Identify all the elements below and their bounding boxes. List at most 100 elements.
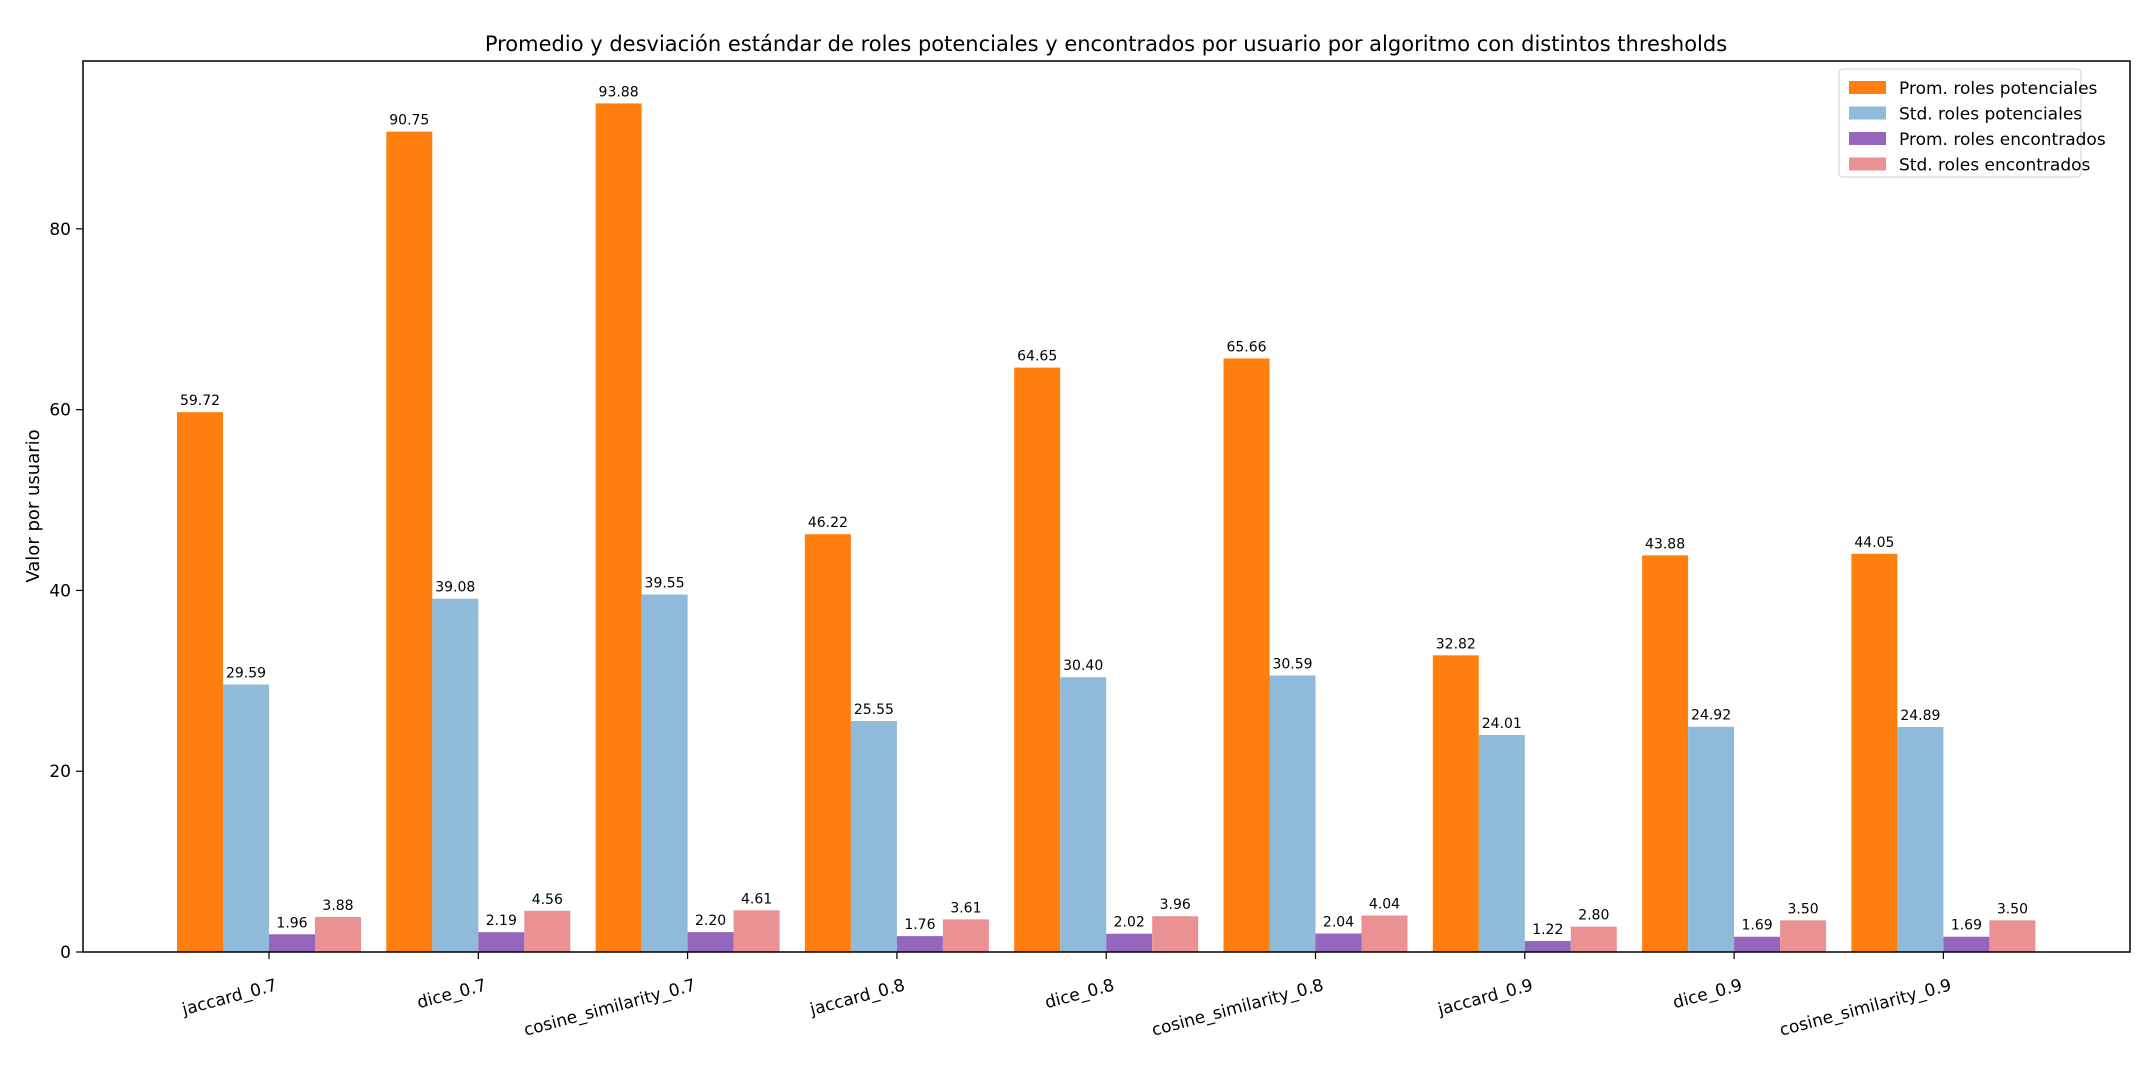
bar [687,932,734,952]
legend-box [1838,68,2082,178]
bar-value-label: 3.61 [950,900,981,916]
y-tick-label: 0 [60,943,71,963]
bar-value-label: 2.02 [1114,915,1145,931]
x-tick-label: jaccard_0.8 [807,976,907,1021]
bar [177,412,223,952]
bar [1943,936,1990,952]
bar-value-label: 4.04 [1369,896,1400,912]
x-tick-label: dice_0.7 [415,976,489,1014]
x-tick-label: dice_0.8 [1043,976,1117,1014]
legend-swatch [1849,81,1886,94]
bar-value-label: 59.72 [180,393,220,409]
bar-value-label: 25.55 [854,702,894,718]
bar [595,103,642,952]
y-tick-label: 40 [49,581,71,601]
bar-value-label: 3.88 [322,898,353,914]
bar [1152,916,1199,952]
bar-value-label: 24.01 [1482,716,1522,732]
legend-swatch [1849,157,1886,171]
x-tick-label: jaccard_0.7 [179,976,279,1021]
bar-value-label: 24.92 [1691,708,1731,724]
y-tick-label: 60 [49,401,71,421]
bar-value-label: 24.89 [1900,708,1940,724]
legend-label: Prom. roles encontrados [1899,130,2106,150]
bar-value-label: 46.22 [808,515,848,531]
bar [804,534,851,952]
bar [269,934,315,952]
legend-swatch [1849,106,1886,120]
bar [733,910,780,952]
bar-value-label: 2.04 [1323,915,1354,931]
bar [1060,677,1107,952]
bar [432,598,479,952]
bar [896,936,943,952]
x-axis: jaccard_0.7 dice_0.7 cosine_similarity_0.7… [179,952,1954,1041]
bar [1478,734,1525,952]
chart-title: Promedio y desviación estándar de roles … [485,32,1727,56]
bar [1361,915,1408,952]
bar [1688,726,1735,952]
bar [1897,727,1944,952]
bar-value-label: 39.55 [645,575,685,591]
bar-value-label: 64.65 [1017,349,1057,365]
bar [1851,553,1898,952]
bar [1734,936,1781,952]
y-axis: 0 20 40 60 80 [49,220,83,963]
bar [850,721,897,952]
y-axis-label: Valor por usuario [23,429,44,582]
legend-label: Std. roles potenciales [1899,105,2082,125]
bar [1315,933,1362,952]
bar-value-label: 29.59 [226,666,266,682]
bar-value-label: 3.50 [1788,901,1819,917]
bar-value-label: 2.19 [486,913,517,929]
y-tick-label: 80 [49,220,71,240]
legend-swatch [1849,132,1886,145]
bar [1014,367,1061,952]
bar [942,919,989,952]
bar-value-label: 2.20 [695,913,726,929]
bar [315,916,361,952]
bar-value-label: 43.88 [1645,536,1685,552]
bar-value-label: 30.40 [1063,658,1103,674]
bar-value-label: 30.59 [1272,656,1312,672]
bar-value-label: 1.69 [1742,918,1773,934]
bar-value-label: 1.96 [276,915,307,931]
bar [1524,940,1571,952]
bars-layer [177,103,2036,953]
bar [223,684,269,952]
bar [478,932,525,952]
x-tick-label: cosine_similarity_0.9 [1778,976,1954,1041]
bar-value-label: 4.56 [532,892,563,908]
bar-value-label: 32.82 [1436,636,1476,652]
bar-value-label: 1.69 [1951,918,1982,934]
bar [641,594,688,952]
bar [1269,675,1316,952]
bar-value-label: 65.66 [1226,339,1266,355]
x-tick-label: jaccard_0.9 [1435,976,1535,1021]
bar-value-label: 93.88 [599,84,639,100]
bar-value-label: 4.61 [741,891,772,907]
legend-label: Prom. roles potenciales [1899,79,2098,99]
bar [1223,358,1270,953]
bar-value-label: 39.08 [435,580,475,596]
bar [524,910,571,952]
x-tick-label: cosine_similarity_0.7 [522,976,698,1041]
legend: Prom. roles potenciales Std. roles potenc… [1838,68,2106,178]
y-tick-label: 20 [49,762,71,782]
bar [1106,933,1153,952]
legend-label: Std. roles encontrados [1899,156,2091,176]
bar-value-label: 44.05 [1854,535,1894,551]
x-tick-label: dice_0.9 [1671,976,1745,1014]
bar [1570,926,1617,952]
bar-value-label: 1.22 [1532,922,1563,938]
bar [1780,920,1827,952]
bar-value-label: 90.75 [389,113,429,129]
bar [1642,555,1689,952]
x-tick-label: cosine_similarity_0.8 [1150,976,1326,1041]
bar-value-label: 3.50 [1997,901,2028,917]
value-labels-layer: 59.72 29.59 1.96 3.88 90.75 39.08 2.19 4.56 93.8… [180,84,2028,938]
bar-value-label: 3.96 [1160,897,1191,913]
bar [1989,920,2036,952]
